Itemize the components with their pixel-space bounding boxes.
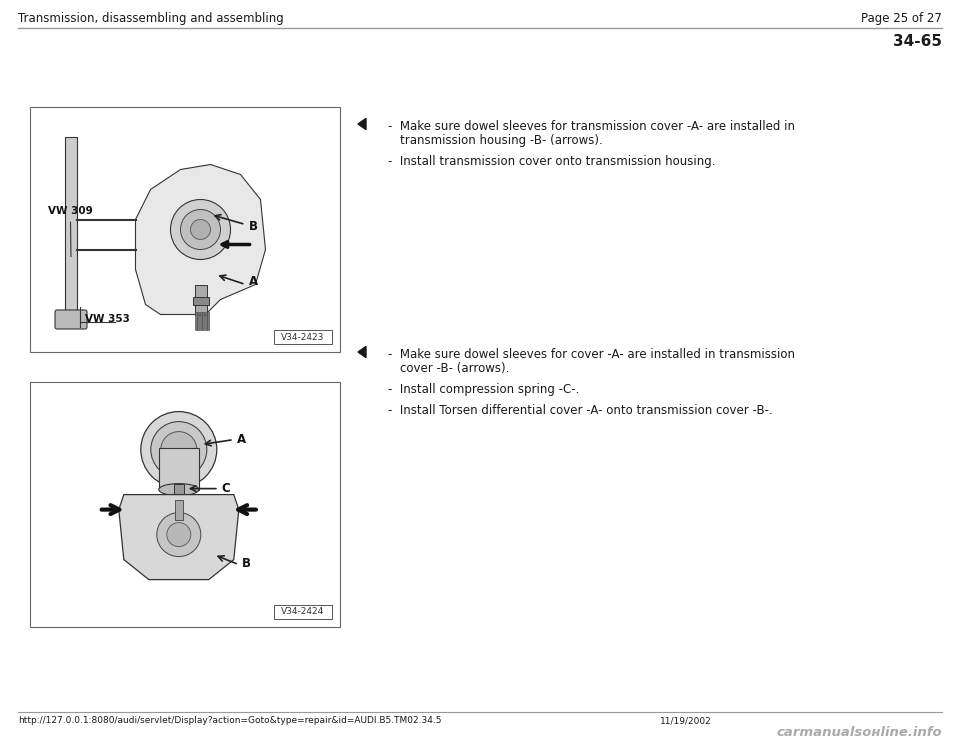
Text: -  Install compression spring -C-.: - Install compression spring -C-. — [388, 383, 580, 396]
Bar — [193, 297, 208, 304]
FancyBboxPatch shape — [55, 310, 87, 329]
Text: -  Install transmission cover onto transmission housing.: - Install transmission cover onto transm… — [388, 155, 715, 168]
Text: B: B — [242, 557, 251, 570]
Text: Transmission, disassembling and assembling: Transmission, disassembling and assembli… — [18, 12, 284, 25]
Text: B: B — [249, 220, 257, 233]
Text: A: A — [249, 275, 257, 288]
Bar — [200, 312, 202, 329]
Circle shape — [151, 421, 206, 478]
Bar — [274, 330, 332, 344]
Bar — [197, 312, 199, 329]
Text: 34-65: 34-65 — [893, 34, 942, 49]
Bar — [195, 312, 197, 329]
Ellipse shape — [158, 484, 199, 496]
Circle shape — [190, 220, 210, 240]
Bar — [195, 284, 206, 315]
Text: A: A — [237, 433, 246, 446]
Bar — [207, 312, 209, 329]
Polygon shape — [358, 119, 366, 130]
Polygon shape — [135, 165, 266, 315]
Bar — [30, 107, 340, 352]
Bar — [174, 484, 183, 493]
Bar — [274, 605, 332, 619]
Bar — [175, 499, 182, 519]
Polygon shape — [119, 495, 239, 580]
Circle shape — [180, 209, 221, 249]
Text: http://127.0.0.1:8080/audi/servlet/Display?action=Goto&type=repair&id=AUDI.B5.TM: http://127.0.0.1:8080/audi/servlet/Displ… — [18, 716, 442, 725]
Circle shape — [171, 200, 230, 260]
Bar — [202, 312, 204, 329]
Text: -  Make sure dowel sleeves for cover -A- are installed in transmission: - Make sure dowel sleeves for cover -A- … — [388, 348, 795, 361]
Text: 11/19/2002: 11/19/2002 — [660, 716, 711, 725]
Text: cover -B- (arrows).: cover -B- (arrows). — [400, 362, 510, 375]
Text: VW 309: VW 309 — [48, 206, 93, 257]
Text: C: C — [222, 482, 230, 495]
Circle shape — [160, 432, 197, 467]
Circle shape — [141, 412, 217, 487]
Polygon shape — [358, 347, 366, 358]
Text: carmanualsонline.info: carmanualsонline.info — [777, 726, 942, 739]
Bar — [158, 447, 199, 490]
Circle shape — [156, 513, 201, 556]
Text: V34-2424: V34-2424 — [281, 608, 324, 617]
Text: Page 25 of 27: Page 25 of 27 — [861, 12, 942, 25]
Bar — [204, 312, 206, 329]
Text: -  Make sure dowel sleeves for transmission cover -A- are installed in: - Make sure dowel sleeves for transmissi… — [388, 120, 795, 133]
Text: -  Install Torsen differential cover -A- onto transmission cover -B-.: - Install Torsen differential cover -A- … — [388, 404, 773, 417]
Text: V34-2423: V34-2423 — [281, 332, 324, 341]
Bar — [65, 137, 77, 322]
Text: VW 353: VW 353 — [85, 314, 130, 324]
Circle shape — [167, 522, 191, 547]
Text: transmission housing -B- (arrows).: transmission housing -B- (arrows). — [400, 134, 603, 147]
Bar — [30, 382, 340, 627]
